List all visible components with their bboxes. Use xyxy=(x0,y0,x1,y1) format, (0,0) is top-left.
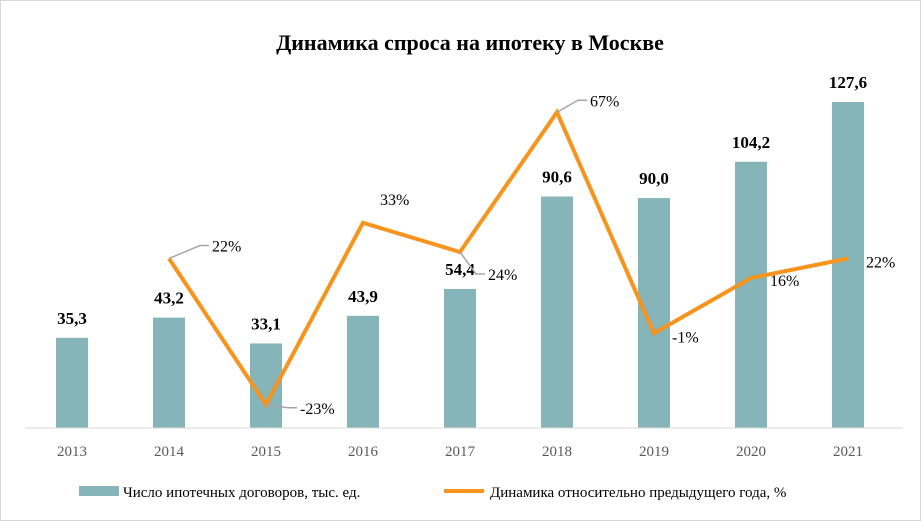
x-tick-label: 2020 xyxy=(736,444,766,460)
chart-title: Динамика спроса на ипотеку в Москве xyxy=(276,30,664,55)
bar-value-label: 127,6 xyxy=(829,73,867,92)
bar-2016 xyxy=(347,315,379,428)
leader-line xyxy=(459,251,485,275)
bar-2019 xyxy=(638,198,670,428)
growth-line xyxy=(167,108,849,409)
bar-value-label: 54,4 xyxy=(445,260,475,279)
bar-value-label: 104,2 xyxy=(732,133,770,152)
bar-2021 xyxy=(832,101,864,429)
line-value-label: 22% xyxy=(866,255,895,272)
legend-bar-label: Число ипотечных договоров, тыс. ед. xyxy=(123,485,360,501)
line-value-label: -23% xyxy=(300,401,335,418)
line-value-label: -1% xyxy=(672,329,699,346)
line-value-label: 33% xyxy=(380,192,409,209)
legend-bar-swatch xyxy=(79,486,119,496)
bar-2014 xyxy=(153,317,185,428)
line-value-label: 16% xyxy=(770,273,799,290)
x-tick-label: 2018 xyxy=(542,444,572,460)
line-value-label: 24% xyxy=(488,267,517,284)
bar-value-label: 90,6 xyxy=(542,168,572,187)
x-tick-label: 2014 xyxy=(154,444,185,460)
bar-2013 xyxy=(56,337,88,428)
x-tick-label: 2017 xyxy=(445,444,476,460)
legend-line-label: Динамика относительно предыдущего года, … xyxy=(490,485,786,501)
x-tick-label: 2015 xyxy=(251,444,281,460)
legend: Число ипотечных договоров, тыс. ед. Дина… xyxy=(79,485,786,501)
bar-value-label: 33,1 xyxy=(251,314,281,333)
x-tick-label: 2013 xyxy=(57,444,87,460)
bar-value-label: 43,2 xyxy=(154,289,184,308)
x-tick-label: 2021 xyxy=(833,444,863,460)
x-tick-label: 2016 xyxy=(348,444,379,460)
bar-2018 xyxy=(541,196,573,428)
leader-line xyxy=(265,404,297,409)
line-value-label: 67% xyxy=(590,93,619,110)
line-value-label: 22% xyxy=(212,239,241,256)
leader-line xyxy=(556,99,587,113)
bar-value-label: 90,0 xyxy=(639,169,669,188)
bar-2017 xyxy=(444,289,476,428)
bar-value-label: 35,3 xyxy=(57,309,87,328)
leader-line xyxy=(168,244,209,260)
bar-2020 xyxy=(735,161,767,429)
bar-value-label: 43,9 xyxy=(348,287,378,306)
x-tick-label: 2019 xyxy=(639,444,669,460)
